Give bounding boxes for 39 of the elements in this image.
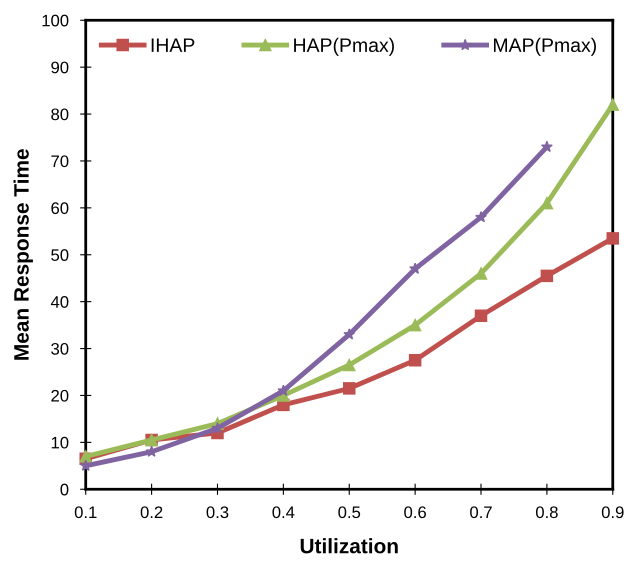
y-tick-label: 60	[51, 202, 68, 214]
point	[79, 450, 92, 463]
point	[343, 358, 356, 372]
point	[408, 354, 422, 367]
point	[475, 210, 487, 222]
x-tick-label: 0.8	[536, 506, 558, 518]
x-tick-label: 0.1	[74, 506, 96, 518]
x-tick-label: 0.7	[470, 506, 492, 518]
point	[540, 140, 553, 152]
point	[343, 382, 356, 395]
x-tick-label: 0.9	[602, 506, 624, 518]
x-tick-label: 0.6	[404, 506, 426, 518]
x-axis-title: Utilization	[300, 538, 398, 554]
y-tick-label: 90	[51, 62, 68, 74]
y-tick-label: 40	[50, 296, 68, 308]
legend-label: MAP(Pmax)	[494, 38, 596, 56]
y-tick-label: 50	[51, 249, 68, 261]
x-tick-label: 0.4	[272, 506, 294, 518]
legend-label: IHAP	[152, 38, 194, 52]
point	[606, 232, 620, 245]
y-tick-label: 100	[42, 14, 68, 26]
point	[409, 262, 422, 274]
x-tick-label: 0.3	[206, 506, 228, 518]
y-tick-label: 80	[51, 108, 68, 120]
point	[277, 384, 290, 396]
point	[474, 309, 488, 322]
point	[343, 328, 356, 340]
y-axis-title: Mean Response Time	[14, 149, 33, 360]
y-tick-label: 20	[51, 390, 68, 402]
point	[606, 98, 620, 111]
point	[408, 318, 422, 332]
point	[540, 270, 554, 282]
x-tick-label: 0.2	[140, 506, 162, 518]
y-tick-label: 0	[60, 484, 68, 496]
y-tick-label: 70	[51, 155, 68, 168]
legend-label: HAP(Pmax)	[294, 38, 394, 56]
x-tick-label: 0.5	[338, 506, 360, 518]
y-tick-label: 30	[51, 342, 68, 355]
y-tick-label: 10	[52, 436, 68, 449]
